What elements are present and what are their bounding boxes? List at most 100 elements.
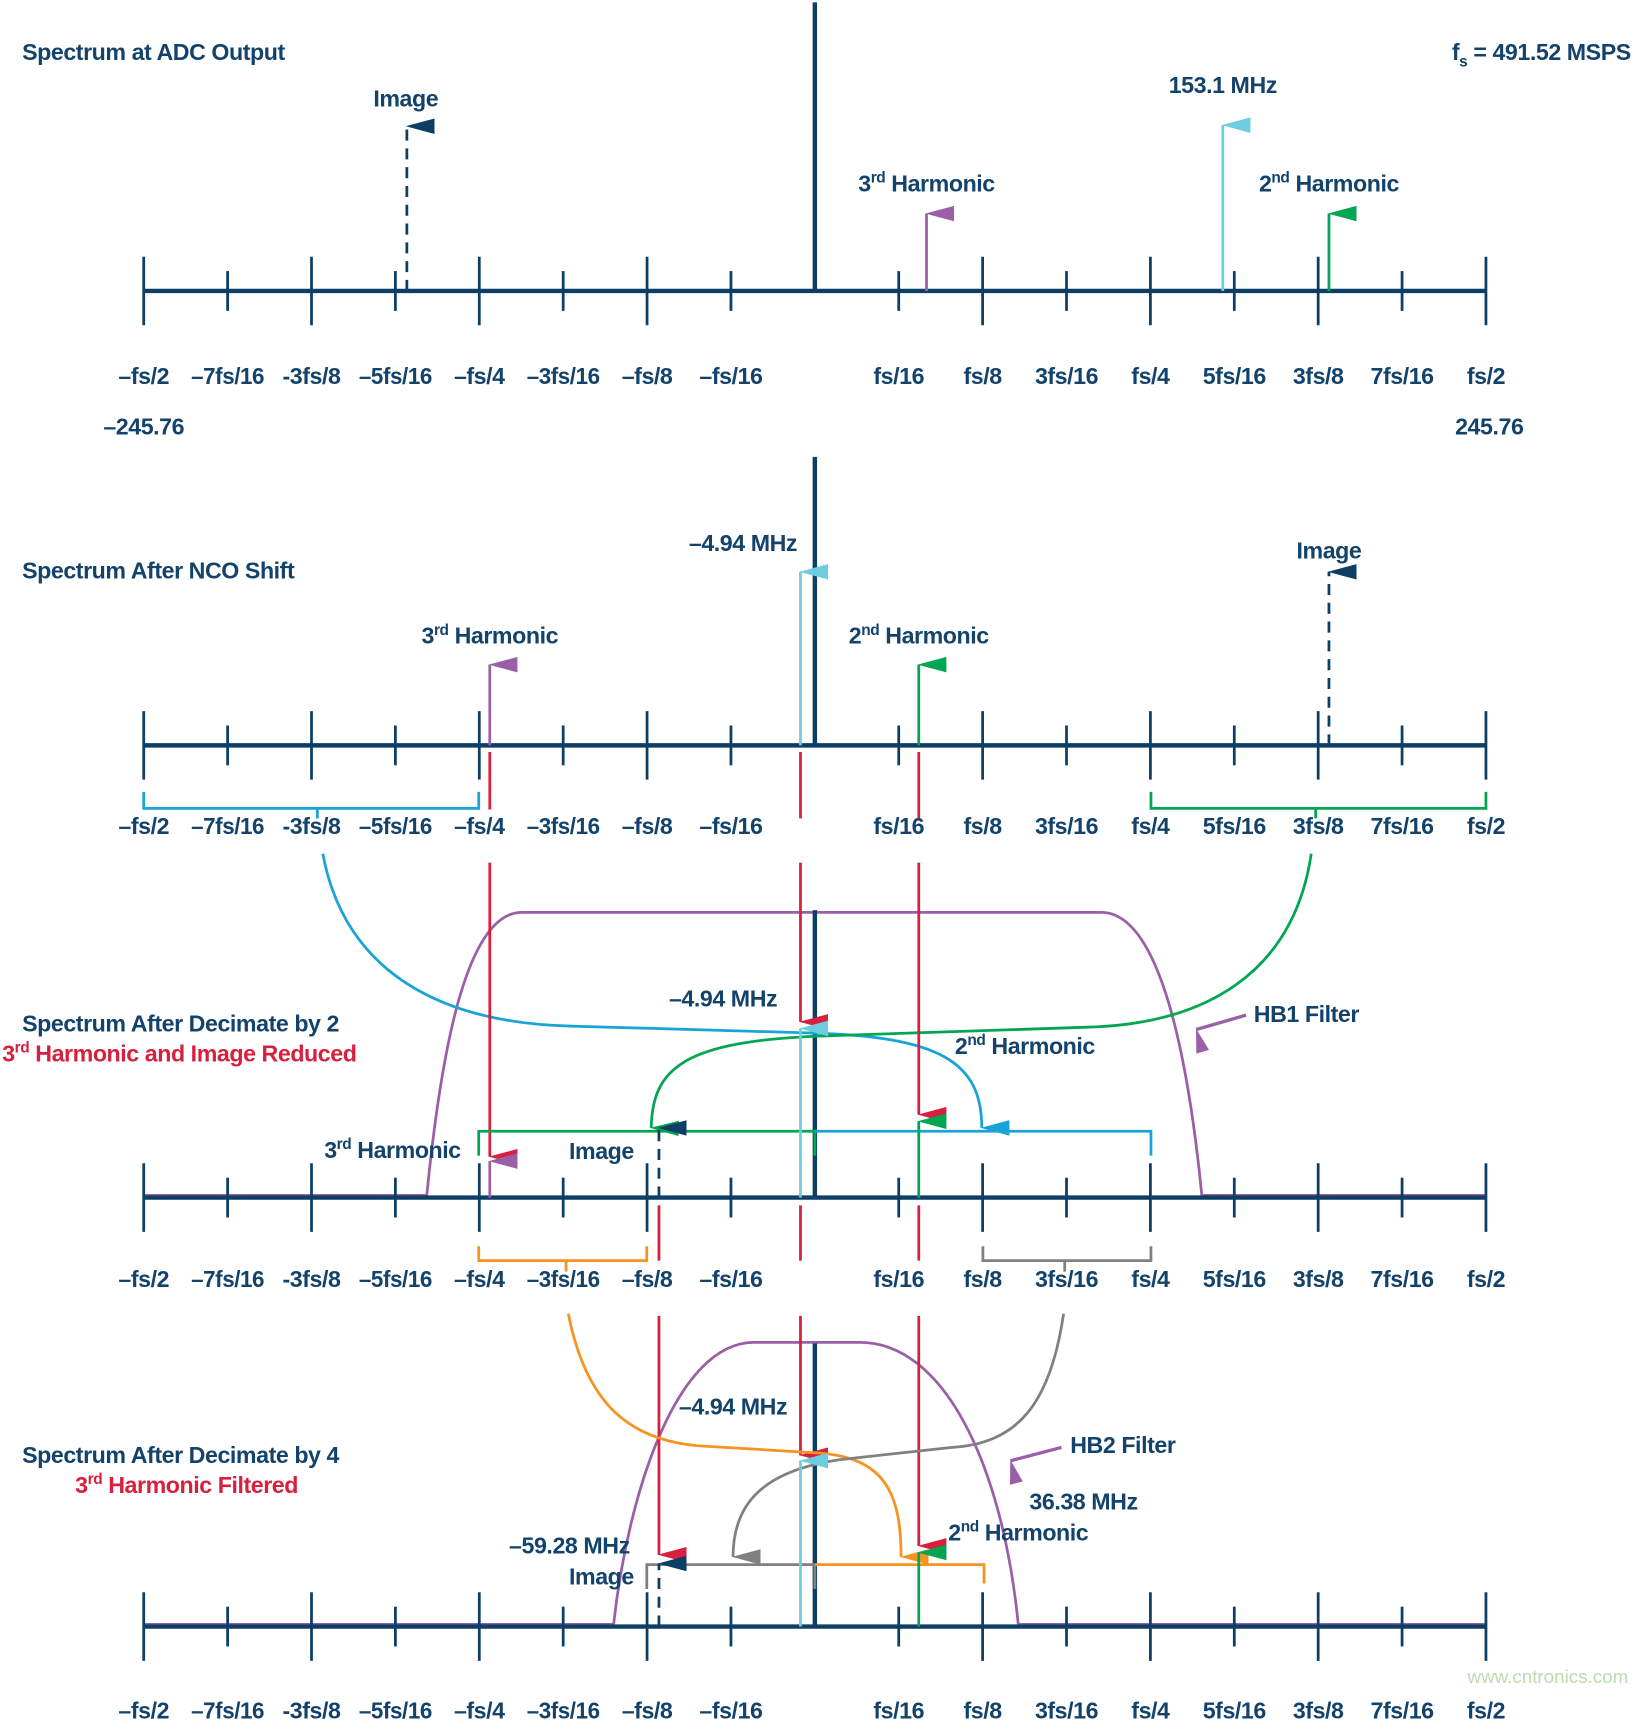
tick-label: 3fs/8 (1293, 813, 1344, 839)
tick-label: -3fs/8 (283, 1266, 341, 1292)
tick-label: –7fs/16 (191, 363, 264, 389)
tick-label: 3fs/16 (1035, 813, 1099, 839)
tick-label: 3fs/8 (1293, 1697, 1344, 1723)
tick-label: –5fs/16 (359, 1697, 432, 1723)
image-label-4: Image (569, 1564, 634, 1590)
tick-label: -3fs/8 (283, 1697, 341, 1723)
min-frequency-value: –245.76 (103, 414, 184, 440)
image-label-2: Image (1297, 538, 1362, 564)
tick-label: –fs/16 (699, 1266, 763, 1292)
signal-label-3: –4.94 MHz (669, 985, 777, 1011)
tick-label: –fs/16 (699, 363, 763, 389)
tick-label: 3fs/16 (1035, 1697, 1099, 1723)
panel4-title: Spectrum After Decimate by 4 (22, 1442, 339, 1468)
tick-label: 7fs/16 (1370, 1266, 1434, 1292)
tick-label: –fs/4 (454, 1697, 505, 1723)
tick-label: –fs/4 (454, 813, 505, 839)
panel3-subtitle: 3rd Harmonic and Image Reduced (2, 1040, 356, 1067)
tick-label: –fs/8 (622, 1266, 673, 1292)
positive-band-bracket (1149, 791, 1488, 819)
tick-label: –3fs/16 (527, 813, 600, 839)
tick-label: 5fs/16 (1203, 363, 1267, 389)
folded-negative-bracket (814, 1129, 1153, 1156)
tick-label: –5fs/16 (359, 813, 432, 839)
tick-label: -3fs/8 (283, 363, 341, 389)
hb1-filter-label: HB1 Filter (1254, 1001, 1360, 1027)
third-harmonic-label-2: 3rd Harmonic (422, 622, 559, 649)
tick-label: fs/8 (964, 363, 1003, 389)
tick-label: 3fs/8 (1293, 1266, 1344, 1292)
tick-label: fs/2 (1467, 813, 1505, 839)
tick-label: -3fs/8 (283, 813, 341, 839)
tick-label: fs/16 (873, 813, 924, 839)
panel3-title: Spectrum After Decimate by 2 (22, 1011, 339, 1037)
second-harmonic-label-2: 2nd Harmonic (849, 622, 990, 649)
upper-band-fold-curve (731, 1313, 1065, 1565)
tick-label: fs/8 (964, 813, 1003, 839)
tick-label: fs/16 (873, 1697, 924, 1723)
tick-label: –fs/16 (699, 813, 763, 839)
negative-band-bracket (142, 791, 481, 819)
hb2-filter-curve (143, 1341, 1486, 1626)
tick-label: fs/16 (873, 1266, 924, 1292)
panel4-subtitle: 3rd Harmonic Filtered (75, 1471, 298, 1498)
tick-label: –3fs/16 (527, 1266, 600, 1292)
tick-label: –5fs/16 (359, 1266, 432, 1292)
tick-label: –fs/2 (118, 1697, 169, 1723)
final-upper-bracket (814, 1563, 986, 1584)
signal-label-4: –4.94 MHz (679, 1393, 787, 1419)
tick-label: –fs/4 (454, 1266, 505, 1292)
tick-label: fs/4 (1131, 813, 1170, 839)
tick-label: 3fs/16 (1035, 1266, 1099, 1292)
tick-label: 7fs/16 (1370, 813, 1434, 839)
tick-label: fs/16 (873, 363, 924, 389)
tick-label: –7fs/16 (191, 813, 264, 839)
second-harmonic-label-1: 2nd Harmonic (1259, 170, 1400, 197)
tick-label: –fs/2 (118, 813, 169, 839)
tick-label: fs/8 (964, 1266, 1003, 1292)
tick-label: fs/8 (964, 1697, 1003, 1723)
second-frequency-label: 36.38 MHz (1029, 1488, 1137, 1514)
tick-label: –fs/2 (118, 1266, 169, 1292)
tick-label: –fs/8 (622, 813, 673, 839)
final-image-bracket (645, 1563, 817, 1589)
hb2-pointer (1009, 1445, 1062, 1485)
tick-labels: –fs/2 –7fs/16 -3fs/8 –5fs/16 –fs/4 –3fs/16 –fs… (118, 363, 1505, 1723)
third-harmonic-label-3: 3rd Harmonic (324, 1136, 461, 1163)
image-frequency-label: –59.28 MHz (509, 1533, 630, 1559)
image-label-3: Image (569, 1138, 634, 1164)
second-harmonic-label-4: 2nd Harmonic (948, 1518, 1089, 1545)
tick-label: –7fs/16 (191, 1266, 264, 1292)
tick-label: fs/4 (1131, 1266, 1170, 1292)
image-band-fold-curve (566, 1313, 929, 1565)
tick-label: 7fs/16 (1370, 363, 1434, 389)
tick-label: 3fs/8 (1293, 363, 1344, 389)
tick-label: –fs/16 (699, 1697, 763, 1723)
image-label-1: Image (373, 85, 438, 111)
positive-band-fold-curve (649, 853, 1313, 1137)
tick-label: fs/2 (1467, 1266, 1505, 1292)
panel2-title: Spectrum After NCO Shift (22, 557, 295, 583)
tick-label: –fs/8 (622, 363, 673, 389)
tick-label: 5fs/16 (1203, 1266, 1267, 1292)
hb1-filter-curve (143, 910, 1486, 1197)
tick-label: 5fs/16 (1203, 1697, 1267, 1723)
negative-band-fold-curve (321, 853, 1010, 1136)
tick-label: fs/4 (1131, 363, 1170, 389)
tick-label: fs/4 (1131, 1697, 1170, 1723)
tick-label: 7fs/16 (1370, 1697, 1434, 1723)
second-harmonic-label-3: 2nd Harmonic (955, 1032, 1096, 1059)
tick-label: –3fs/16 (527, 363, 600, 389)
image-band-bracket (477, 1246, 649, 1272)
tick-label: –fs/2 (118, 363, 169, 389)
tick-label: 5fs/16 (1203, 813, 1267, 839)
tick-label: –fs/8 (622, 1697, 673, 1723)
hb2-filter-label: HB2 Filter (1070, 1432, 1176, 1458)
tick-label: fs/2 (1467, 363, 1505, 389)
signal-label-1: 153.1 MHz (1169, 72, 1277, 98)
signal-label-2: –4.94 MHz (689, 530, 797, 556)
tick-label: 3fs/16 (1035, 363, 1099, 389)
fs-label: fs = 491.52 MSPS (1452, 39, 1631, 71)
